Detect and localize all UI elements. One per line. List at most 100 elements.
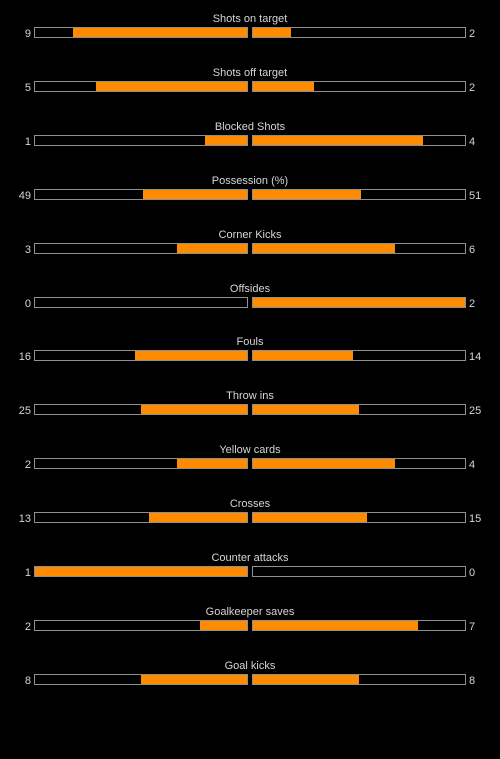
stat-row: Possession (%) 49 51 (0, 174, 500, 214)
away-bar-fill (253, 189, 362, 199)
away-bar (252, 27, 466, 38)
home-value: 16 (18, 351, 31, 364)
away-value: 14 (469, 351, 482, 364)
stat-row: Goalkeeper saves 2 7 (0, 605, 500, 645)
away-bar (252, 619, 466, 631)
stat-row: Corner Kicks 3 6 (0, 228, 500, 268)
stat-row: Shots off target 5 2 (0, 66, 500, 106)
away-value: 4 (469, 459, 476, 472)
stat-label: Possession (%) (211, 174, 289, 187)
home-bar (34, 404, 248, 416)
home-bar-fill (204, 135, 247, 145)
away-bar (252, 134, 466, 146)
away-value: 6 (469, 243, 476, 256)
away-bar-fill (253, 297, 465, 307)
away-bar-fill (253, 459, 396, 469)
away-bar (252, 296, 466, 308)
home-value: 13 (18, 513, 31, 526)
stat-row: Crosses 13 15 (0, 497, 500, 537)
home-bar-fill (134, 351, 247, 361)
home-value: 2 (24, 620, 31, 633)
away-value: 51 (469, 189, 482, 202)
stat-row: Throw ins 25 25 (0, 389, 500, 429)
home-bar-fill (73, 28, 247, 37)
away-value: 4 (469, 135, 476, 148)
away-value: 25 (469, 405, 482, 418)
stat-label: Fouls (236, 336, 264, 349)
home-bar-fill (177, 243, 247, 253)
home-value: 2 (24, 459, 31, 472)
stat-label: Throw ins (226, 390, 274, 403)
away-bar (252, 188, 466, 200)
stat-row: Offsides 0 2 (0, 282, 500, 322)
away-bar (252, 350, 466, 362)
stat-label: Corner Kicks (218, 228, 282, 241)
home-value: 5 (24, 81, 31, 94)
away-bar-fill (253, 243, 396, 253)
stat-label: Shots on target (212, 13, 288, 25)
home-value: 1 (24, 567, 31, 579)
stat-row: Yellow cards 2 4 (0, 443, 500, 483)
home-value: 8 (24, 674, 31, 687)
home-value: 9 (24, 28, 31, 40)
away-bar-fill (253, 351, 353, 361)
home-bar-fill (141, 405, 247, 415)
stat-row: Counter attacks 1 0 (0, 551, 500, 591)
away-bar-fill (253, 674, 359, 684)
home-value: 49 (18, 189, 31, 202)
stat-label: Goal kicks (224, 659, 276, 672)
home-bar-fill (141, 674, 247, 684)
away-value: 2 (469, 297, 476, 310)
home-bar (34, 512, 248, 524)
stat-label: Blocked Shots (214, 120, 286, 133)
away-value: 2 (469, 81, 476, 94)
home-bar (34, 350, 248, 362)
stat-label: Crosses (229, 498, 271, 511)
stat-row: Fouls 16 14 (0, 335, 500, 375)
home-bar-fill (35, 567, 247, 576)
stat-label: Counter attacks (211, 552, 289, 564)
away-bar (252, 458, 466, 470)
away-value: 0 (469, 567, 476, 579)
away-bar-fill (253, 81, 315, 91)
home-bar (34, 673, 248, 685)
away-bar (252, 566, 466, 577)
home-bar (34, 458, 248, 470)
away-value: 7 (469, 620, 476, 633)
away-value: 8 (469, 674, 476, 687)
stat-label: Shots off target (212, 66, 288, 79)
away-bar-fill (253, 28, 292, 37)
away-bar (252, 242, 466, 254)
stat-row: Goal kicks 8 8 (0, 659, 500, 699)
away-bar-fill (253, 620, 419, 630)
stat-row: Shots on target 9 2 (0, 12, 500, 52)
away-bar-fill (253, 513, 368, 523)
away-value: 15 (469, 513, 482, 526)
home-bar (34, 619, 248, 631)
away-bar (252, 673, 466, 685)
home-bar-fill (143, 189, 247, 199)
home-bar (34, 242, 248, 254)
home-bar (34, 80, 248, 92)
home-bar-fill (177, 459, 247, 469)
stat-label: Goalkeeper saves (205, 605, 295, 618)
home-bar (34, 566, 248, 577)
home-bar-fill (200, 620, 247, 630)
home-bar (34, 296, 248, 308)
away-bar-fill (253, 135, 423, 145)
stat-label: Yellow cards (219, 444, 281, 457)
away-bar (252, 512, 466, 524)
away-bar (252, 80, 466, 92)
home-value: 1 (24, 135, 31, 148)
home-bar-fill (149, 513, 247, 523)
away-bar-fill (253, 405, 359, 415)
home-bar (34, 188, 248, 200)
away-bar (252, 404, 466, 416)
home-value: 0 (24, 297, 31, 310)
away-value: 2 (469, 28, 476, 40)
home-value: 3 (24, 243, 31, 256)
home-bar-fill (96, 81, 247, 91)
stat-label: Offsides (229, 282, 271, 295)
home-bar (34, 27, 248, 38)
